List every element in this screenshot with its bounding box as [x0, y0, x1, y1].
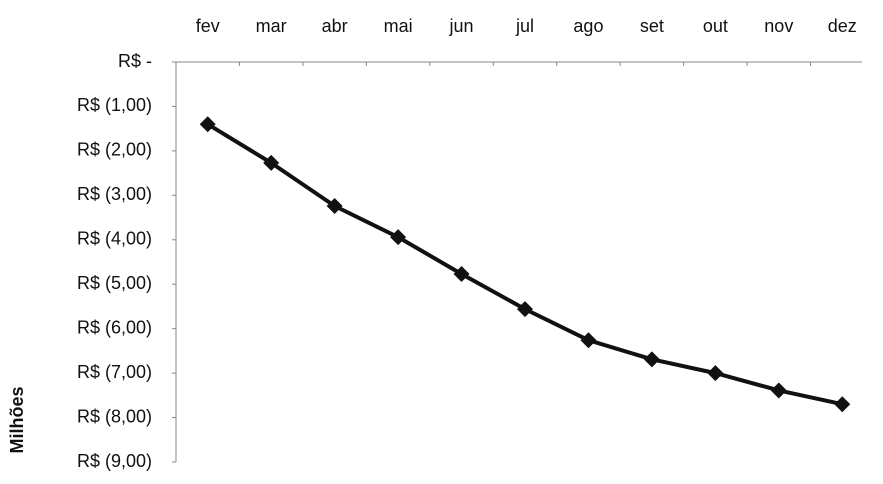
marker	[390, 229, 407, 246]
x-tick-label: mar	[256, 16, 287, 36]
line	[206, 122, 843, 407]
y-tick-label: R$ (3,00)	[77, 184, 152, 204]
y-tick-label: R$ (8,00)	[77, 406, 152, 426]
y-tick-label: R$ (4,00)	[77, 229, 152, 249]
x-tick-label: abr	[322, 16, 348, 36]
x-tick-label: nov	[764, 16, 793, 36]
marker	[517, 301, 533, 318]
y-tick-label: R$ (5,00)	[77, 273, 152, 293]
y-tick-label: R$ (9,00)	[77, 451, 152, 471]
y-tick-label: R$ (7,00)	[77, 362, 152, 382]
y-axis-label: Milhões	[7, 386, 27, 453]
marker	[707, 365, 724, 382]
y-tick-label: R$ -	[118, 51, 152, 71]
marker	[834, 396, 851, 413]
y-tick-label: R$ (2,00)	[77, 140, 152, 160]
x-tick-label: jun	[449, 16, 474, 36]
marker	[326, 198, 343, 214]
x-tick-label: ago	[573, 16, 603, 36]
y-tick-label: R$ (6,00)	[77, 317, 152, 337]
marker	[453, 266, 470, 282]
y-tick-label: R$ (1,00)	[77, 95, 152, 115]
x-tick-label: mai	[384, 16, 413, 36]
x-tick-label: fev	[196, 16, 220, 36]
x-tick-label: dez	[828, 16, 857, 36]
marker	[643, 351, 660, 368]
x-tick-label: jul	[515, 16, 534, 36]
marker	[580, 332, 597, 349]
marker	[770, 382, 787, 399]
x-tick-label: set	[640, 16, 664, 36]
marker	[199, 116, 216, 133]
marker	[263, 154, 280, 171]
x-tick-label: out	[703, 16, 728, 36]
